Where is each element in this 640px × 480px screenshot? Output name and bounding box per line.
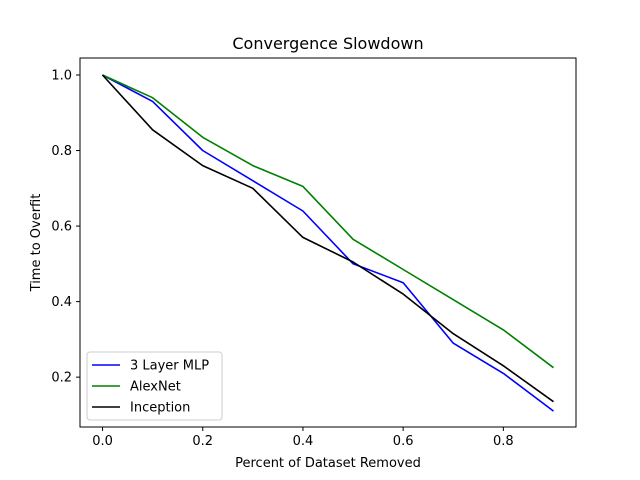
- plot-frame: [79, 57, 577, 428]
- plot-series: [101, 74, 554, 412]
- x-tick-label: 0.6: [393, 434, 414, 449]
- y-tick-label: 0.6: [51, 220, 72, 235]
- y-tick-label: 0.4: [51, 295, 72, 310]
- legend: 3 Layer MLP AlexNet Inception: [86, 351, 223, 421]
- legend-box: [86, 351, 223, 421]
- x-tick-label: 0.8: [493, 434, 514, 449]
- series-line-alexnet: [102, 74, 554, 369]
- y-tick-label: 0.8: [51, 144, 72, 159]
- legend-label-3-layer-mlp: 3 Layer MLP: [130, 359, 209, 374]
- series-line-3-layer-mlp: [102, 74, 554, 412]
- x-tick-label: 0.0: [92, 434, 113, 449]
- y-axis-label: Time to Overfit: [29, 194, 44, 293]
- y-tick-label: 1.0: [51, 68, 72, 83]
- x-tick-label: 0.2: [192, 434, 213, 449]
- y-axis: 0.2 0.4 0.6 0.8 1.0: [51, 68, 80, 386]
- legend-label-inception: Inception: [130, 401, 190, 416]
- legend-label-alexnet: AlexNet: [130, 380, 181, 395]
- y-tick-label: 0.2: [51, 371, 72, 386]
- x-tick-label: 0.4: [293, 434, 314, 449]
- x-axis-label: Percent of Dataset Removed: [235, 456, 421, 471]
- chart-title: Convergence Slowdown: [232, 34, 423, 53]
- x-axis: 0.0 0.2 0.4 0.6 0.8: [92, 427, 514, 449]
- series-line-inception: [101, 74, 554, 403]
